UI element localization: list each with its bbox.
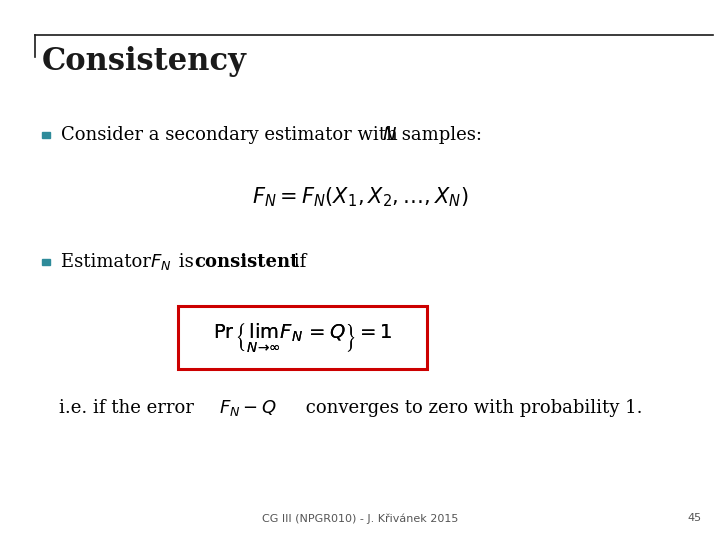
Bar [42, 132, 50, 138]
Text: converges to zero with probability 1.: converges to zero with probability 1. [300, 399, 643, 417]
Text: Consistency: Consistency [42, 46, 247, 77]
FancyBboxPatch shape [179, 306, 426, 368]
Text: 45: 45 [688, 514, 702, 523]
Text: i.e. if the error: i.e. if the error [59, 399, 199, 417]
Text: $F_N = F_N(X_1, X_2, \ldots, X_N)$: $F_N = F_N(X_1, X_2, \ldots, X_N)$ [252, 185, 468, 209]
Text: if: if [288, 253, 306, 271]
Text: Consider a secondary estimator with: Consider a secondary estimator with [61, 126, 404, 144]
Bar [42, 259, 50, 265]
Text: is: is [173, 253, 199, 271]
Text: consistent: consistent [194, 253, 299, 271]
Text: $N$: $N$ [382, 126, 397, 144]
Text: $F_N$: $F_N$ [150, 252, 172, 272]
Text: CG III (NPGR010) - J. Křivánek 2015: CG III (NPGR010) - J. Křivánek 2015 [262, 513, 458, 524]
Text: samples:: samples: [396, 126, 482, 144]
Text: Estimator: Estimator [61, 253, 157, 271]
Text: $F_N - Q$: $F_N - Q$ [219, 397, 276, 418]
Text: $\Pr\left\{\lim_{N \to \infty} F_N = Q\right\} = 1$: $\Pr\left\{\lim_{N \to \infty} F_N = Q\r… [213, 321, 392, 354]
Text: $\Pr\left\{\lim_{N \to \infty} F_N = Q\right\} = 1$: $\Pr\left\{\lim_{N \to \infty} F_N = Q\r… [213, 321, 392, 354]
